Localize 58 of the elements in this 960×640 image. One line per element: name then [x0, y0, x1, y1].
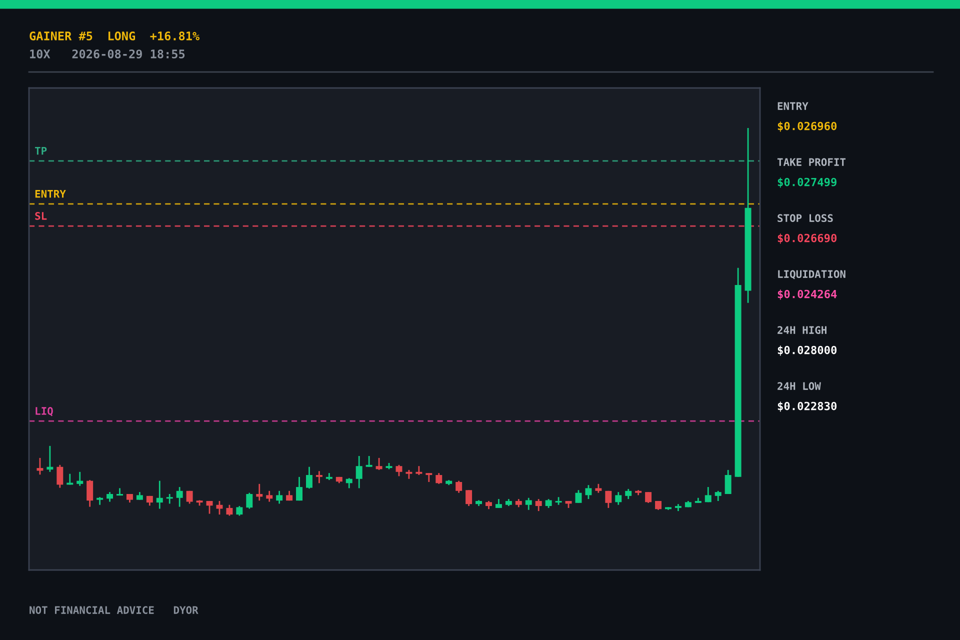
- candlestick: [645, 491, 652, 504]
- candlestick: [366, 455, 372, 468]
- candlestick: [156, 480, 163, 510]
- candlestick: [186, 490, 193, 504]
- text: 24H HIGH: [778, 326, 826, 334]
- candlestick: [466, 489, 472, 507]
- candlestick: [266, 490, 273, 502]
- candlestick: [346, 477, 352, 489]
- text: $0.027499: [778, 178, 836, 188]
- candlestick: [376, 457, 382, 471]
- text: ENTRY: [778, 102, 808, 110]
- candlestick: [76, 471, 84, 487]
- candlestick: [704, 486, 712, 503]
- ref-line-label: SL: [35, 212, 47, 220]
- candlestick: [356, 455, 362, 489]
- text: $0.026960: [778, 122, 837, 132]
- candlestick: [86, 479, 94, 508]
- chart-subtitle: 10X 2026-08-29 18:55: [30, 49, 185, 58]
- candlestick: [256, 483, 263, 502]
- text: $0.024264: [778, 290, 837, 300]
- text: STOP LOSS: [778, 214, 833, 222]
- candlestick: [46, 445, 54, 473]
- candlestick: [176, 486, 183, 508]
- candlestick: [306, 466, 312, 490]
- candlestick: [625, 488, 632, 500]
- text: LIQUIDATION: [778, 270, 846, 280]
- candlestick: [575, 489, 582, 504]
- ref-line-label: TP: [35, 146, 47, 155]
- text: 24H LOW: [778, 382, 821, 390]
- candlestick: [276, 490, 283, 504]
- ref-line-label: LIQ: [36, 407, 53, 416]
- chart-title: GAINER #5 LONG +16.81%: [30, 31, 200, 40]
- candlestick: [216, 500, 223, 516]
- candlestick: [396, 464, 402, 477]
- candlestick: [456, 480, 462, 494]
- candlestick: [166, 493, 173, 504]
- text: $0.022830: [778, 402, 837, 412]
- candlestick: [236, 505, 243, 516]
- ref-line-label: ENTRY: [35, 190, 66, 198]
- candlestick: [316, 470, 322, 484]
- candlestick: [296, 476, 302, 502]
- candlestick: [36, 457, 44, 476]
- candlestick: [246, 492, 253, 510]
- candlestick: [226, 504, 233, 516]
- candlestick: [714, 490, 722, 502]
- candlestick: [436, 472, 442, 485]
- text: $0.028000: [778, 346, 837, 356]
- candlestick: [615, 491, 622, 506]
- text: NOT FINANCIAL ADVICE DYOR: [30, 606, 198, 614]
- candlestick: [605, 490, 612, 509]
- candlestick: [724, 469, 732, 495]
- text: $0.026690: [778, 234, 837, 244]
- candlestick: [535, 498, 542, 512]
- text: TAKE PROFIT: [777, 158, 846, 166]
- candlestick: [525, 497, 532, 511]
- candlestick: [585, 484, 592, 500]
- candlestick: [106, 491, 114, 502]
- candlestick: [56, 464, 64, 488]
